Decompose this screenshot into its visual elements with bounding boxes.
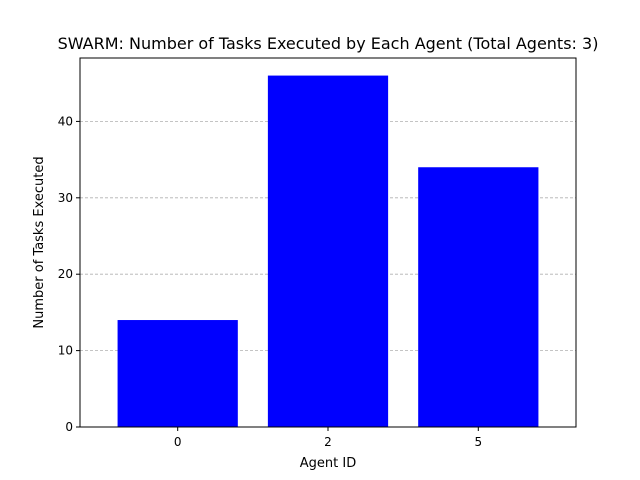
bar-agent-2 <box>267 75 389 428</box>
y-axis-ticks: 0 10 20 30 40 <box>58 114 80 434</box>
bars <box>117 75 539 428</box>
x-tick-label: 2 <box>324 435 332 449</box>
x-tick-label: 0 <box>174 435 182 449</box>
x-axis-ticks: 0 2 5 <box>174 427 482 449</box>
x-axis-label: Agent ID <box>300 456 356 471</box>
y-tick-label: 40 <box>58 114 73 128</box>
chart-title: SWARM: Number of Tasks Executed by Each … <box>58 34 599 53</box>
y-tick-label: 0 <box>65 420 73 434</box>
y-tick-label: 10 <box>58 344 73 358</box>
y-tick-label: 30 <box>58 191 73 205</box>
x-tick-label: 5 <box>474 435 482 449</box>
y-tick-label: 20 <box>58 267 73 281</box>
y-axis-label: Number of Tasks Executed <box>32 156 47 328</box>
bar-agent-5 <box>418 167 539 427</box>
bar-agent-0 <box>117 320 238 427</box>
